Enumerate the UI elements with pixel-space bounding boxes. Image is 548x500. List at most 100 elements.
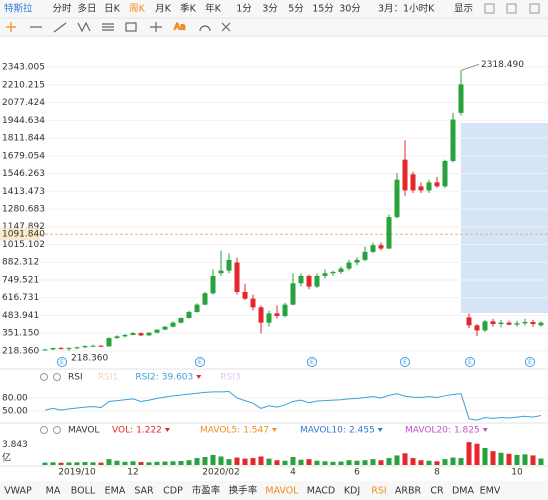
indicator-tab[interactable]: VWAP <box>4 486 32 497</box>
indicator-tab[interactable]: CR <box>430 486 444 497</box>
volume-bar <box>274 460 280 465</box>
event-marker[interactable] <box>465 357 475 367</box>
indicator-tab[interactable]: CDP <box>163 486 183 497</box>
period-tab[interactable]: 分时 <box>52 3 72 15</box>
event-marker-label[interactable]: E <box>310 359 314 366</box>
volume-bar <box>42 462 48 465</box>
volume-bar <box>434 461 440 465</box>
annotation-leader <box>460 63 480 71</box>
candle-body <box>538 322 544 326</box>
indicator-tab[interactable]: 换手率 <box>229 485 258 497</box>
indicator-tab[interactable]: BOLL <box>71 486 96 497</box>
camera-icon[interactable] <box>506 3 517 14</box>
fullscreen-icon[interactable] <box>529 3 540 14</box>
event-marker[interactable] <box>307 357 317 367</box>
event-marker[interactable] <box>57 357 67 367</box>
volume-bar <box>370 459 376 465</box>
crosshair-icon[interactable] <box>6 22 16 32</box>
event-marker-label[interactable]: E <box>528 359 532 366</box>
indicator-tab[interactable]: RSI <box>371 486 386 497</box>
text-tool-icon[interactable]: Aa <box>173 22 186 33</box>
event-marker-label[interactable]: E <box>403 359 407 366</box>
volume-bar <box>522 454 528 465</box>
period-tab[interactable]: 日K <box>104 4 121 15</box>
split-highlight <box>461 123 548 313</box>
y-unit: 亿 <box>2 452 11 464</box>
gear-icon[interactable] <box>53 426 61 434</box>
volume-bar <box>330 461 336 465</box>
volume-bar <box>74 462 80 465</box>
period-tab[interactable]: 多日 <box>77 3 96 15</box>
candle-body <box>266 313 272 323</box>
indicator-tab[interactable]: SAR <box>134 486 154 497</box>
y-tick-label: 1015.102 <box>2 240 45 250</box>
candle-body <box>322 273 328 276</box>
event-marker[interactable] <box>525 357 535 367</box>
arc-icon[interactable] <box>199 25 211 32</box>
indicator-tab[interactable]: ARBR <box>395 486 422 497</box>
event-marker-label[interactable]: E <box>468 359 472 366</box>
indicator-tab[interactable]: MACD <box>307 486 335 497</box>
candle-body <box>194 304 200 313</box>
candle-body <box>450 119 456 161</box>
rect-icon[interactable] <box>125 22 137 32</box>
indicator-tab[interactable]: 市盈率 <box>192 485 221 497</box>
volume-bar <box>114 460 120 465</box>
candle-body <box>114 336 120 339</box>
volume-bar <box>386 458 392 465</box>
volume-bar <box>202 457 208 465</box>
period-tab[interactable]: 月K <box>155 4 172 15</box>
volume-bar <box>234 457 240 465</box>
event-marker-label[interactable]: E <box>198 359 202 366</box>
volume-bar <box>242 458 248 465</box>
indicator-tab[interactable]: MAVOL <box>265 486 299 497</box>
trend-arrow <box>377 428 383 432</box>
event-marker[interactable] <box>195 357 205 367</box>
candle-body <box>42 349 48 351</box>
gear-icon[interactable] <box>53 373 61 381</box>
panel-icons[interactable] <box>40 3 540 434</box>
ray-icon[interactable] <box>53 22 67 33</box>
wave-icon[interactable] <box>77 21 91 33</box>
candle-body <box>186 312 192 319</box>
volume-bar <box>490 451 496 465</box>
volume-bar <box>426 460 432 465</box>
indicator-tab[interactable]: EMA <box>105 486 126 497</box>
settings-icon[interactable] <box>484 3 495 14</box>
volume-bar <box>466 442 472 465</box>
legend-value: 1.222 <box>136 426 162 436</box>
volume-bar <box>282 460 288 465</box>
fib-icon[interactable] <box>102 23 114 31</box>
eye-icon[interactable] <box>40 426 48 434</box>
volume-bar <box>498 452 504 465</box>
period-tab[interactable]: 周K <box>129 4 146 15</box>
current-price-label: 1091.840 <box>2 230 45 240</box>
range-selector[interactable]: 3月：1小时K <box>378 3 435 15</box>
period-tab[interactable]: 15分 <box>312 4 334 15</box>
candle-body <box>146 332 152 336</box>
stock-name[interactable]: 特斯拉 <box>4 3 33 15</box>
display-menu[interactable]: 显示 <box>454 4 473 15</box>
period-tab[interactable]: 30分 <box>339 4 361 15</box>
indicator-tab[interactable]: EMV <box>480 486 501 497</box>
indicator-tab[interactable]: KDJ <box>344 486 360 497</box>
tool-icons[interactable]: Aa <box>6 21 231 33</box>
event-marker-label[interactable]: E <box>60 359 64 366</box>
measure-icon[interactable] <box>150 22 162 32</box>
clear-icon[interactable] <box>221 22 231 32</box>
legend-name: MAVOL10: <box>300 426 346 436</box>
volume-bar <box>98 462 104 465</box>
event-marker[interactable] <box>400 357 410 367</box>
indicator-tab[interactable]: MA <box>46 486 61 497</box>
period-tab[interactable]: 年K <box>205 3 222 15</box>
period-tab[interactable]: 季K <box>180 3 197 15</box>
period-tab[interactable]: 1分 <box>236 4 252 15</box>
x-tick-label: 2020/02 <box>202 468 239 478</box>
candle-body <box>474 325 480 331</box>
indicator-tab[interactable]: DMA <box>452 486 475 497</box>
candle-body <box>218 270 224 274</box>
candle-body <box>530 322 536 325</box>
eye-icon[interactable] <box>40 373 48 381</box>
period-tab[interactable]: 3分 <box>262 4 278 15</box>
period-tab[interactable]: 5分 <box>288 4 304 15</box>
